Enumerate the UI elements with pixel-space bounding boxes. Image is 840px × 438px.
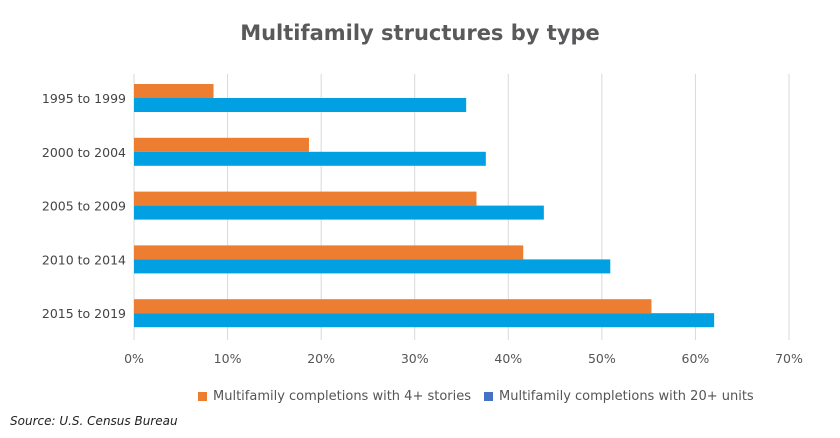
bar-20plus-units (134, 151, 486, 166)
legend-swatch-4plus-stories (198, 392, 207, 401)
x-tick-label: 10% (214, 351, 242, 366)
x-tick-label: 50% (588, 351, 616, 366)
x-tick-label: 0% (124, 351, 144, 366)
legend-label-20plus-units: Multifamily completions with 20+ units (499, 389, 754, 404)
category-label: 1995 to 1999 (42, 91, 126, 106)
x-tick-label: 60% (682, 351, 710, 366)
legend-swatch-20plus-units (484, 392, 493, 401)
category-label: 2005 to 2009 (42, 199, 126, 214)
legend-label-4plus-stories: Multifamily completions with 4+ stories (213, 389, 472, 404)
bars (134, 84, 715, 328)
legend-item-4plus-stories: Multifamily completions with 4+ stories (198, 389, 471, 404)
category-label: 2000 to 2004 (42, 145, 126, 160)
x-tick-label: 30% (401, 351, 429, 366)
x-tick-label: 70% (775, 351, 803, 366)
chart-title: Multifamily structures by type (240, 21, 600, 45)
category-label: 2010 to 2014 (42, 252, 126, 267)
bar-4plus-stories (134, 299, 652, 314)
bar-4plus-stories (134, 245, 524, 260)
bar-20plus-units (134, 205, 544, 220)
source-note: Source: U.S. Census Bureau (10, 414, 178, 428)
category-label: 2015 to 2019 (42, 306, 126, 321)
legend: Multifamily completions with 4+ stories … (0, 389, 840, 409)
bar-4plus-stories (134, 137, 309, 152)
bar-20plus-units (134, 98, 467, 112)
x-tick-label: 40% (494, 351, 522, 366)
bar-20plus-units (134, 259, 611, 274)
category-labels: 1995 to 1999 2000 to 2004 2005 to 2009 2010… (42, 91, 126, 321)
bar-4plus-stories (134, 191, 477, 206)
x-tick-label: 20% (307, 351, 335, 366)
legend-item-20plus-units: Multifamily completions with 20+ units (484, 389, 754, 404)
bar-20plus-units (134, 313, 715, 328)
bar-4plus-stories (134, 84, 214, 98)
x-tick-labels: 0% 10% 20% 30% 40% 50% 60% 70% (124, 351, 803, 366)
